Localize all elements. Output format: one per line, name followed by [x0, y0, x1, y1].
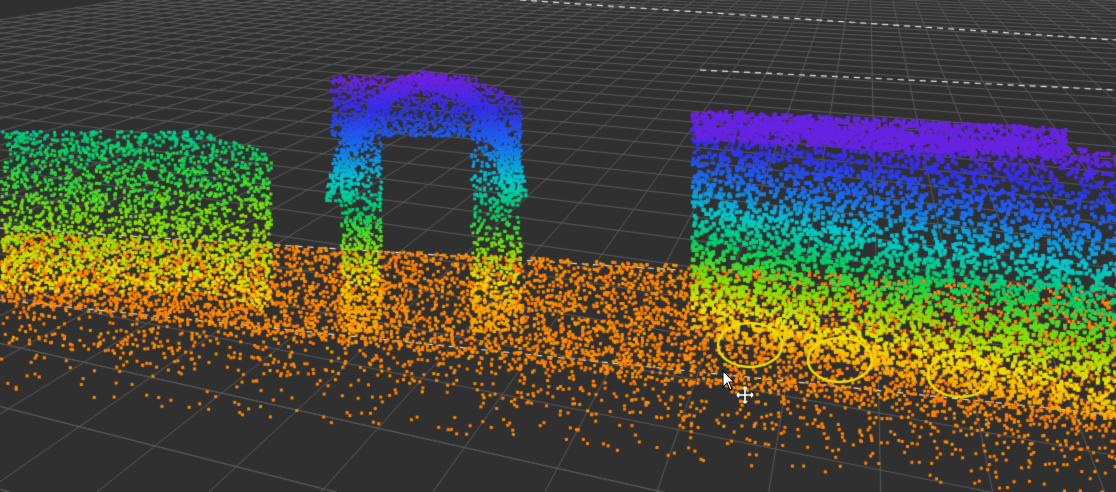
arrow-cursor-icon	[722, 370, 736, 391]
move-cross-icon	[736, 386, 754, 404]
